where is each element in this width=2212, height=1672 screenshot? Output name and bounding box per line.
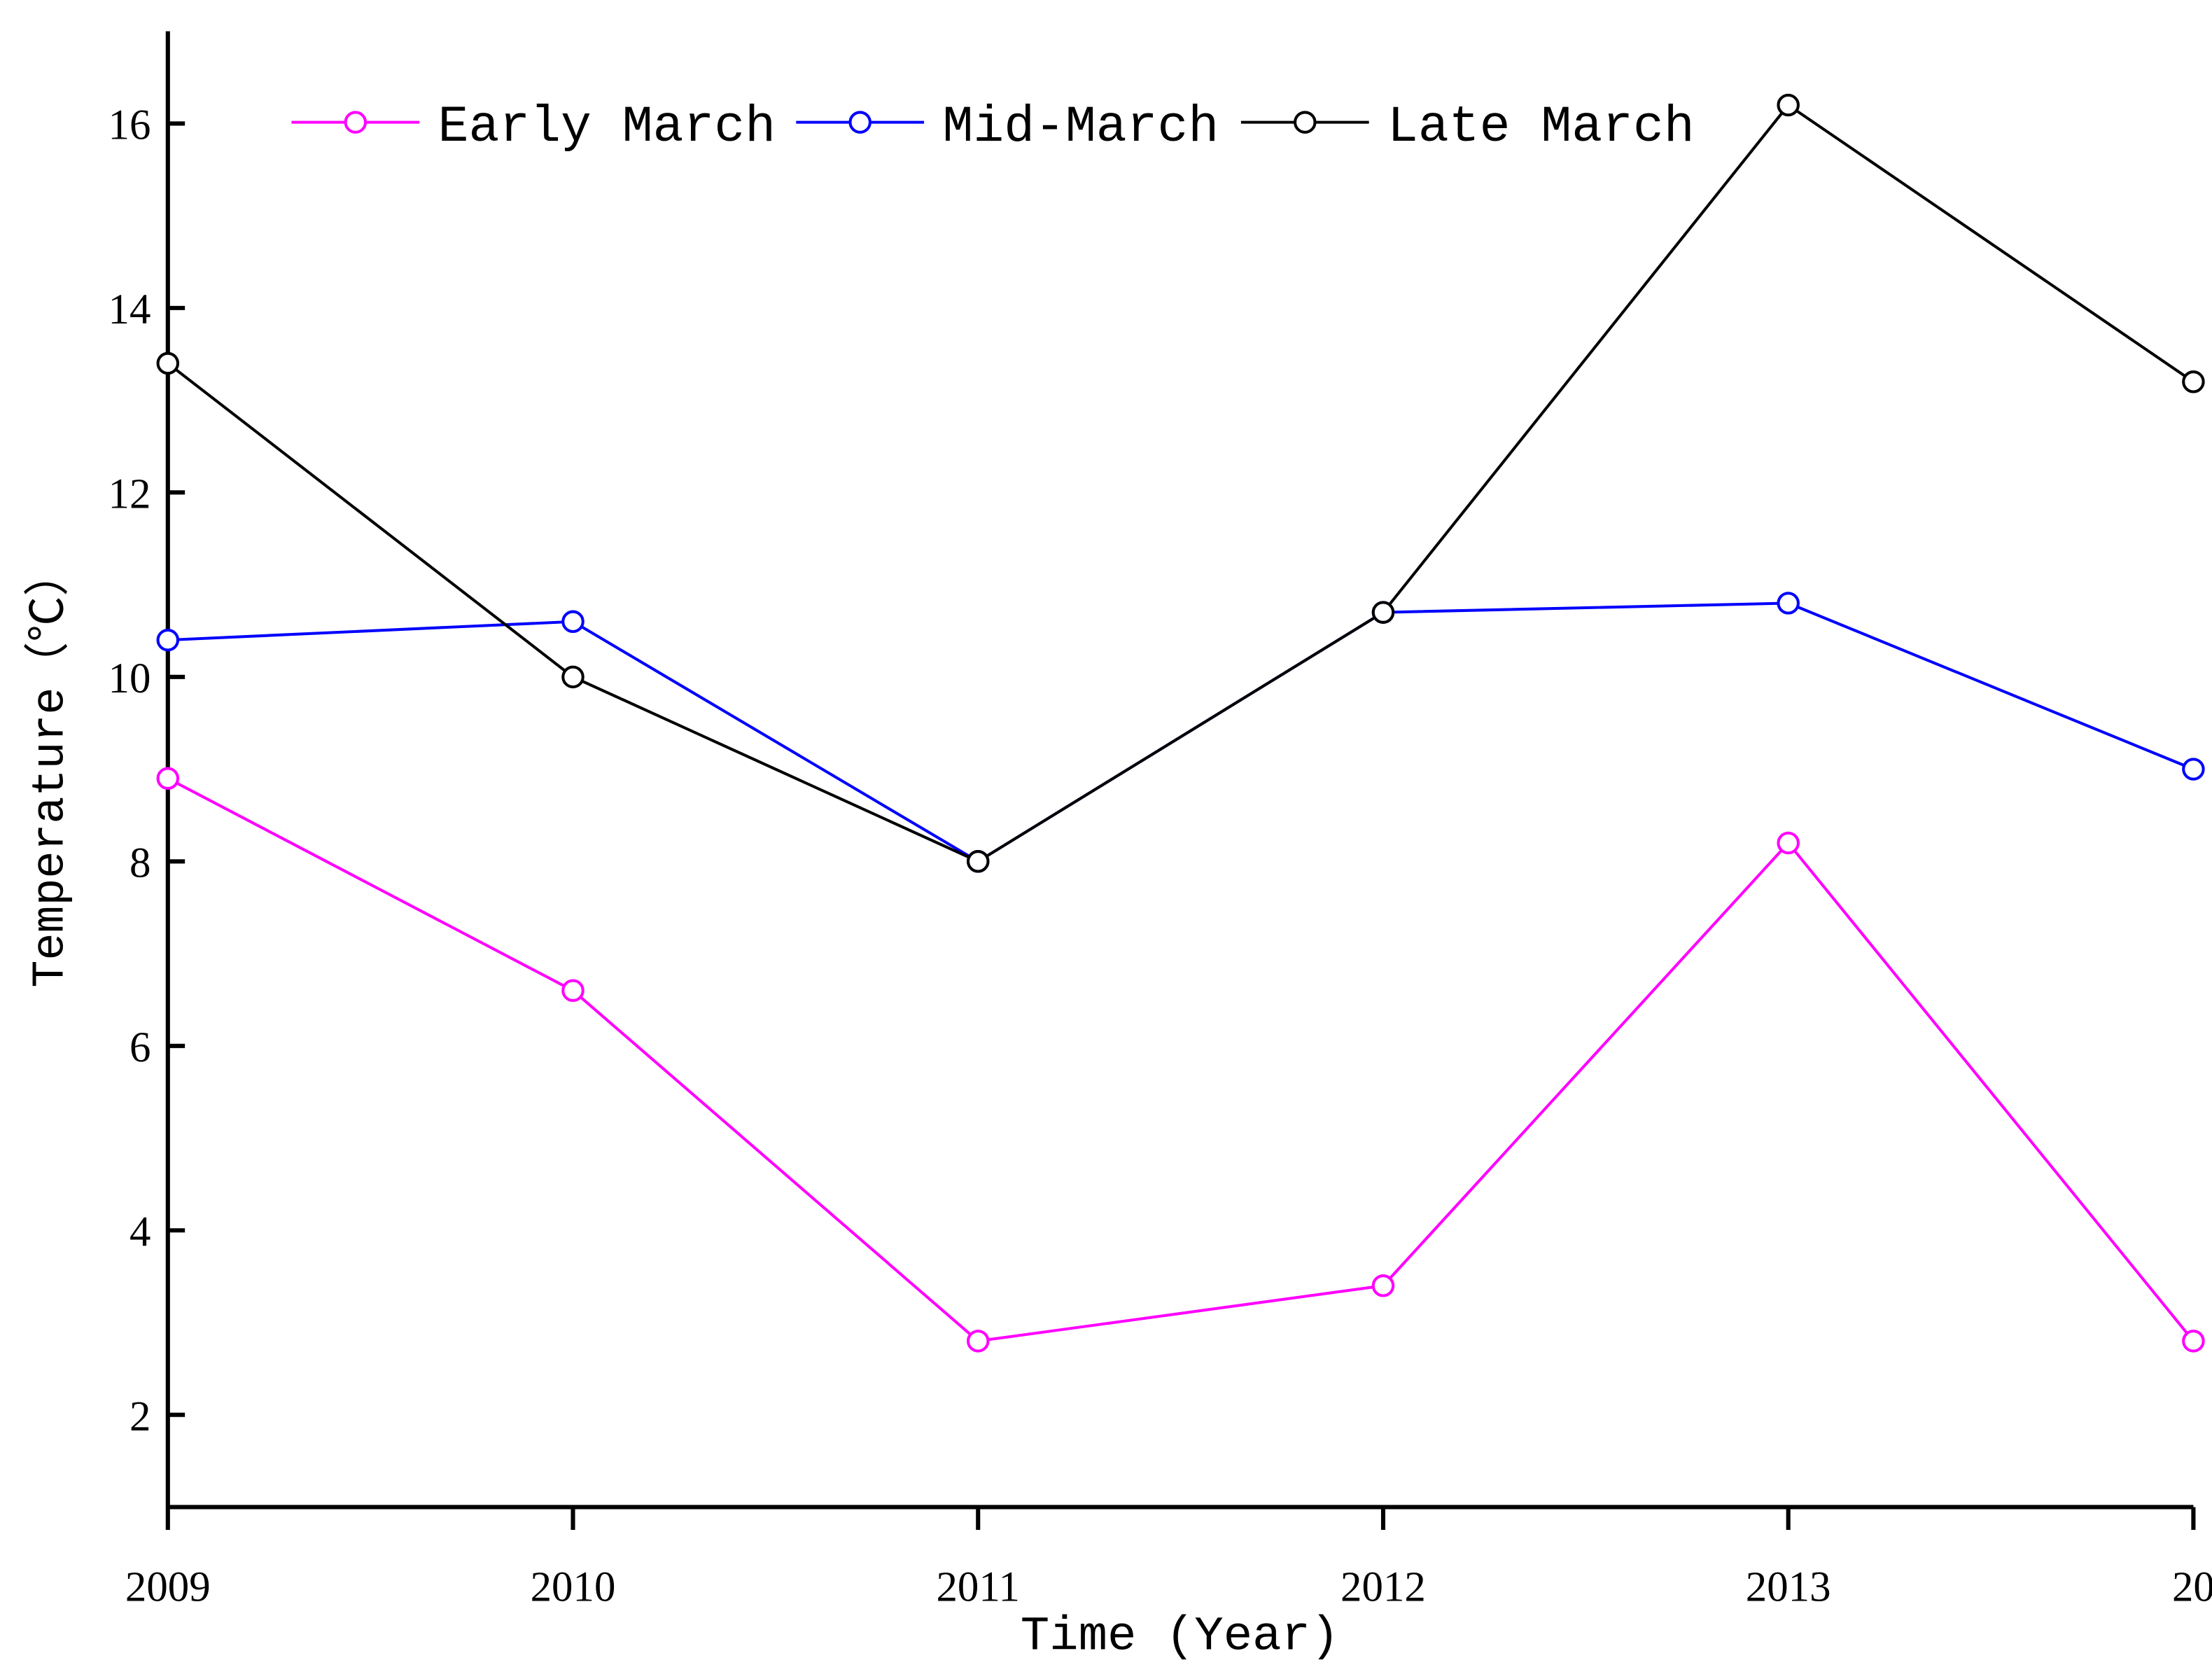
y-tick-label: 12: [108, 471, 151, 518]
y-tick-label: 14: [108, 286, 151, 333]
legend-marker: [1294, 111, 1317, 134]
point: [967, 850, 990, 873]
y-tick-label: 6: [130, 1024, 150, 1071]
point: [156, 767, 180, 790]
legend-marker: [344, 111, 368, 134]
legend-marker: [848, 111, 872, 134]
x-axis-label: Time (Year): [1021, 1610, 1340, 1664]
point: [1777, 592, 1800, 615]
point: [561, 979, 584, 1002]
series-line: [167, 601, 2194, 863]
point: [1371, 1274, 1395, 1297]
series-line: [167, 776, 2194, 1343]
point: [1371, 601, 1395, 624]
legend-label: Late March: [1387, 98, 1695, 156]
point: [156, 628, 180, 652]
point: [1777, 93, 1800, 117]
x-tick-label: 2013: [1746, 1563, 1831, 1610]
point: [156, 351, 180, 375]
point: [2182, 758, 2205, 781]
y-tick-label: 4: [130, 1209, 150, 1256]
point: [1777, 831, 1800, 855]
y-tick-label: 16: [108, 102, 151, 149]
legend-label: Mid-March: [942, 98, 1219, 156]
x-tick-label: 2012: [1340, 1563, 1426, 1610]
point: [561, 665, 584, 689]
y-axis-label: Temperature（℃）: [24, 551, 77, 988]
y-tick-label: 2: [130, 1393, 150, 1440]
point: [2182, 370, 2205, 393]
series-line: [167, 103, 2194, 863]
point: [2182, 1330, 2205, 1353]
y-tick-label: 10: [108, 655, 151, 702]
x-tick-label: 2011: [936, 1563, 1020, 1610]
legend-label: Early March: [438, 98, 776, 156]
x-tick-label: 20: [2172, 1563, 2212, 1610]
x-tick-label: 2009: [125, 1563, 211, 1610]
point: [967, 1330, 990, 1353]
y-tick-label: 8: [130, 840, 150, 887]
x-tick-label: 2010: [531, 1563, 616, 1610]
point: [561, 610, 584, 634]
